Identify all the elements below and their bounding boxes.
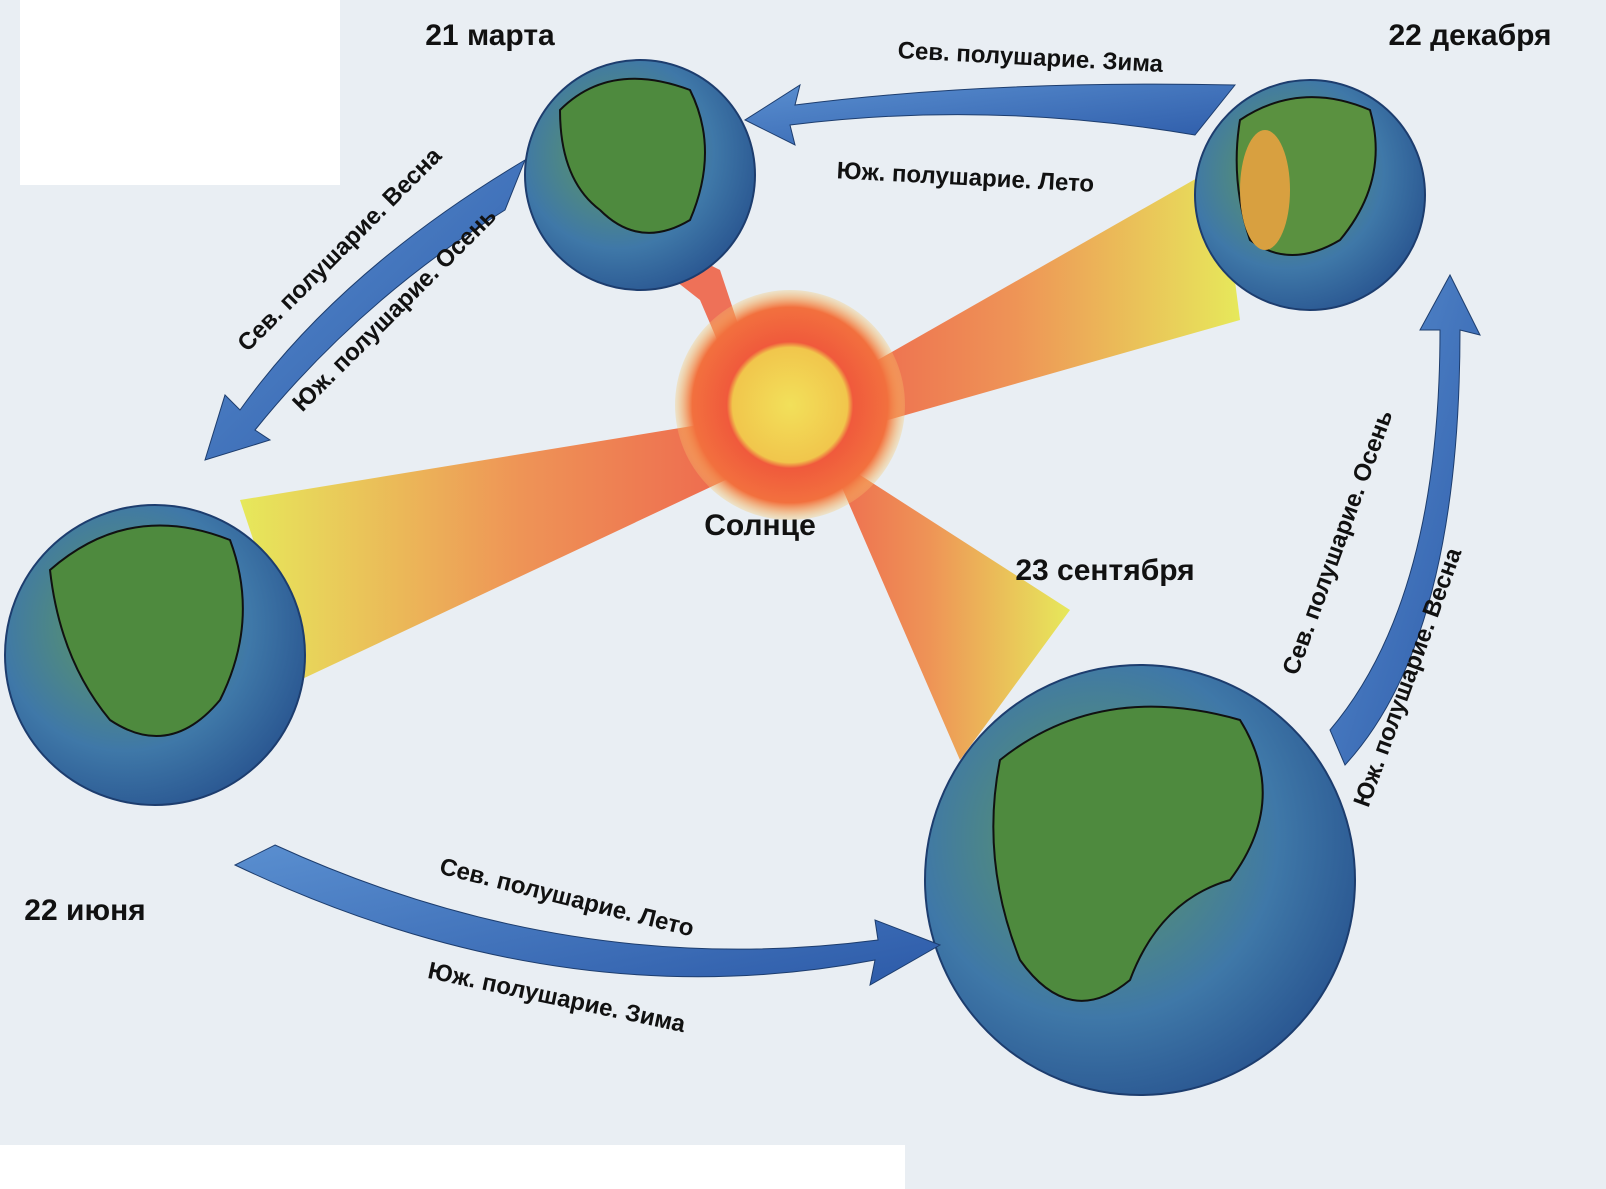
earth-june bbox=[5, 505, 305, 805]
sun-label: Солнце bbox=[704, 509, 816, 542]
blank-patch bbox=[0, 1145, 905, 1189]
date-label: 22 июня bbox=[24, 894, 145, 927]
earth-december bbox=[1195, 80, 1425, 310]
sun bbox=[675, 290, 905, 520]
date-label: 21 марта bbox=[425, 19, 555, 52]
season-diagram: 21 марта 22 декабря 22 июня 23 сентября … bbox=[0, 0, 1606, 1189]
earth-march bbox=[525, 60, 755, 290]
blank-patch bbox=[20, 0, 340, 185]
date-label: 23 сентября bbox=[1015, 554, 1194, 587]
date-label: 22 декабря bbox=[1388, 19, 1551, 52]
earth-september bbox=[925, 665, 1355, 1095]
